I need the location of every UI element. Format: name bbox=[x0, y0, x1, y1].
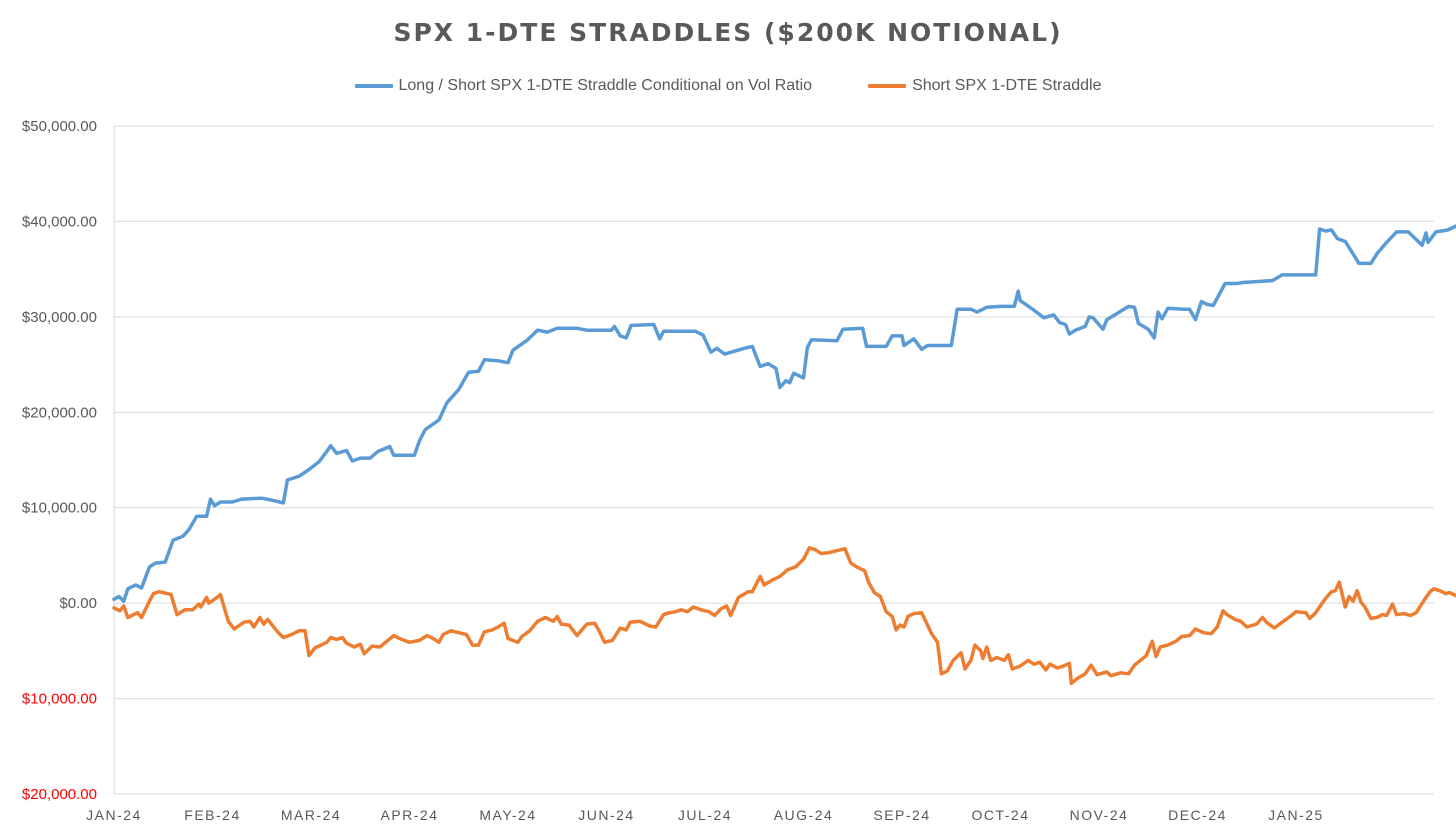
legend-item-long-short: Long / Short SPX 1-DTE Straddle Conditio… bbox=[354, 77, 813, 95]
x-tick-label: MAY-24 bbox=[479, 807, 536, 823]
legend-swatch-long-short bbox=[354, 84, 393, 88]
y-tick-label: $50,000.00 bbox=[22, 118, 97, 135]
x-tick-label: JAN-25 bbox=[1268, 807, 1324, 823]
x-tick-label: MAR-24 bbox=[281, 807, 341, 823]
legend-item-short: Short SPX 1-DTE Straddle bbox=[868, 77, 1102, 95]
x-tick-label: SEP-24 bbox=[873, 807, 930, 823]
chart-title: SPX 1-DTE STRADDLES ($200K NOTIONAL) bbox=[393, 18, 1063, 47]
x-tick-label: DEC-24 bbox=[1168, 807, 1227, 823]
x-tick-label: AUG-24 bbox=[774, 807, 834, 823]
series-line-1 bbox=[112, 546, 1456, 686]
x-tick-label: FEB-24 bbox=[184, 807, 240, 823]
legend-label-long-short: Long / Short SPX 1-DTE Straddle Conditio… bbox=[398, 77, 813, 94]
y-tick-label: $40,000.00 bbox=[22, 213, 97, 230]
x-tick-label: JUN-24 bbox=[578, 807, 634, 823]
x-tick-label: OCT-24 bbox=[971, 807, 1029, 823]
y-tick-label: $30,000.00 bbox=[22, 309, 97, 326]
y-tick-label: $0.00 bbox=[59, 595, 97, 612]
y-tick-label: $10,000.00 bbox=[22, 691, 97, 708]
x-tick-label: APR-24 bbox=[380, 807, 438, 823]
x-tick-label: JAN-24 bbox=[86, 807, 142, 823]
legend-swatch-short bbox=[868, 84, 907, 88]
y-tick-label: $20,000.00 bbox=[22, 786, 97, 803]
series-line-0 bbox=[112, 224, 1456, 603]
legend-label-short: Short SPX 1-DTE Straddle bbox=[912, 77, 1102, 94]
x-tick-label: NOV-24 bbox=[1070, 807, 1129, 823]
y-tick-label: $10,000.00 bbox=[22, 500, 97, 517]
x-tick-label: JUL-24 bbox=[678, 807, 732, 823]
y-tick-label: $20,000.00 bbox=[22, 404, 97, 421]
legend: Long / Short SPX 1-DTE Straddle Conditio… bbox=[0, 77, 1456, 95]
